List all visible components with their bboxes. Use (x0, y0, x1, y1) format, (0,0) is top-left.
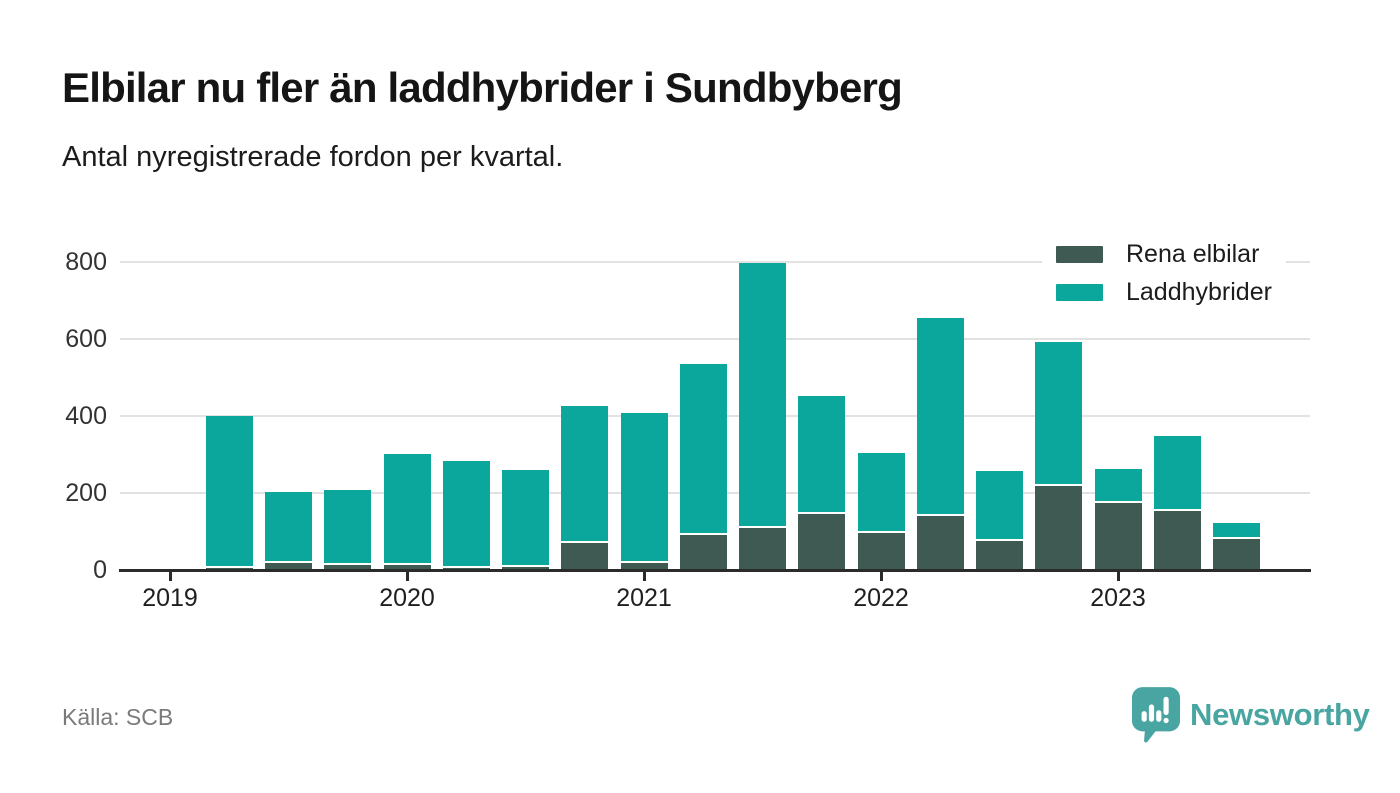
bar-segment-laddhybrider (857, 452, 905, 532)
x-axis-tick (168, 572, 172, 581)
x-axis-tick-label: 2023 (1090, 584, 1146, 612)
bar-segment-elbilar (502, 566, 549, 570)
bar-segment-elbilar (265, 563, 312, 570)
bar-segment-laddhybrider (679, 363, 727, 533)
bar-segment-elbilar (976, 540, 1023, 570)
bar-segment-laddhybrider (1035, 341, 1083, 485)
bar-segment-laddhybrider (205, 415, 253, 567)
bar-segment-laddhybrider (739, 263, 786, 527)
bar-segment-laddhybrider (620, 412, 668, 562)
legend-label-elbilar: Rena elbilar (1126, 240, 1260, 268)
bar-segment-elbilar (739, 528, 786, 570)
legend-label-laddhybrider: Laddhybrider (1126, 278, 1272, 306)
x-axis-tick (642, 572, 646, 581)
legend: Rena elbilar Laddhybrider (1042, 234, 1286, 313)
bar-segment-laddhybrider (324, 490, 372, 564)
gridline-600 (120, 338, 1310, 340)
bar-segment-elbilar (1094, 503, 1142, 570)
chart-title: Elbilar nu fler än laddhybrider i Sundby… (62, 64, 903, 111)
bar-segment-laddhybrider (1213, 522, 1260, 538)
source-note: Källa: SCB (62, 704, 174, 730)
bar-segment-laddhybrider (383, 454, 431, 564)
brand-logo: Newsworthy (1131, 686, 1370, 749)
legend-item-elbilar: Rena elbilar (1056, 242, 1272, 267)
newsworthy-icon (1131, 686, 1181, 749)
bar-segment-laddhybrider (265, 491, 312, 562)
gridline-800 (120, 261, 1310, 263)
bar-segment-laddhybrider (1094, 469, 1142, 501)
x-axis-tick-label: 2020 (379, 584, 435, 612)
legend-item-laddhybrider: Laddhybrider (1056, 280, 1272, 305)
y-axis-tick-label: 200 (65, 479, 107, 507)
bar-segment-elbilar (620, 563, 668, 570)
y-axis-tick-label: 400 (65, 402, 107, 430)
x-axis-tick (1116, 572, 1120, 581)
bar-segment-elbilar (1213, 539, 1260, 570)
bar-segment-laddhybrider (1153, 435, 1201, 510)
x-axis-tick (405, 572, 409, 581)
bar-segment-laddhybrider (502, 469, 549, 565)
bar-segment-laddhybrider (561, 406, 609, 542)
legend-swatch-elbilar (1056, 246, 1103, 263)
bar-segment-elbilar (857, 533, 905, 570)
brand-name: Newsworthy (1190, 696, 1370, 732)
bar-segment-elbilar (1035, 486, 1083, 570)
x-axis-tick-label: 2021 (616, 584, 672, 612)
bar-segment-laddhybrider (916, 317, 964, 515)
bar-segment-elbilar (679, 534, 727, 570)
bar-segment-elbilar (383, 565, 431, 570)
bar-segment-elbilar (561, 543, 609, 570)
y-axis-tick-label: 600 (65, 325, 107, 353)
x-axis-line (119, 569, 1311, 572)
bar-segment-laddhybrider (976, 470, 1023, 539)
x-axis-tick-label: 2019 (142, 584, 198, 612)
bar-segment-laddhybrider (442, 460, 490, 566)
legend-swatch-laddhybrider (1056, 284, 1103, 301)
bar-segment-elbilar (798, 514, 846, 570)
y-axis-tick-label: 0 (93, 556, 107, 584)
x-axis-tick-label: 2022 (853, 584, 909, 612)
bar-segment-laddhybrider (798, 395, 846, 513)
x-axis-tick (879, 572, 883, 581)
bar-segment-elbilar (324, 565, 372, 570)
chart-subtitle: Antal nyregistrerade fordon per kvartal. (62, 141, 564, 173)
bar-segment-elbilar (442, 567, 490, 570)
bar-segment-elbilar (1153, 511, 1201, 570)
bar-segment-elbilar (916, 516, 964, 570)
y-axis-tick-label: 800 (65, 248, 107, 276)
